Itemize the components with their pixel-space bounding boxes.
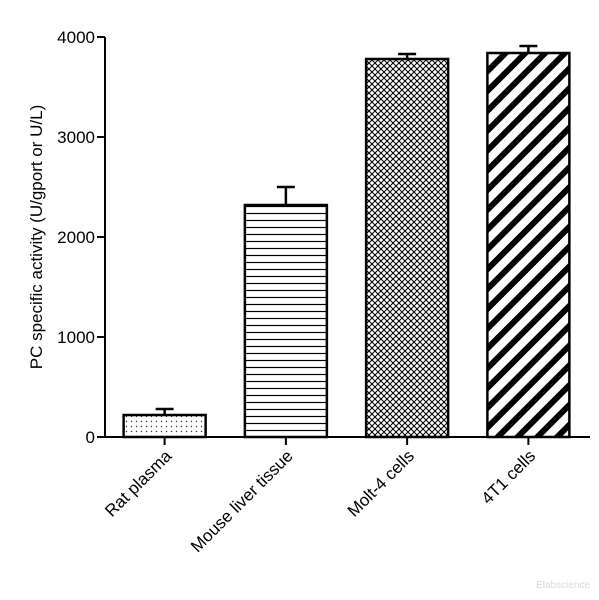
y-tick-label: 3000 (57, 128, 95, 147)
x-ticks: Rat plasma Mouse liver tissue Molt-4 cells… (101, 437, 539, 556)
y-tick-label: 1000 (57, 328, 95, 347)
bars (122, 51, 571, 439)
x-tick-label: Mouse liver tissue (187, 446, 297, 556)
bar-mouse-liver-tissue (243, 203, 329, 439)
bar-molt-4-cells (364, 57, 450, 439)
y-axis-title: PC specific activity (U/gport or U/L) (27, 105, 46, 370)
bar-4t1-cells (486, 51, 571, 439)
y-ticks: 0 1000 2000 3000 4000 (57, 28, 105, 447)
x-tick-label: 4T1 cells (478, 446, 540, 508)
error-bars (155, 44, 538, 415)
watermark: Elabscience (536, 580, 590, 591)
y-tick-label: 2000 (57, 228, 95, 247)
bar-rat-plasma (122, 413, 207, 439)
y-tick-label: 0 (86, 428, 95, 447)
y-tick-label: 4000 (57, 28, 95, 47)
x-tick-label: Rat plasma (101, 446, 176, 521)
x-tick-label: Molt-4 cells (344, 446, 418, 520)
